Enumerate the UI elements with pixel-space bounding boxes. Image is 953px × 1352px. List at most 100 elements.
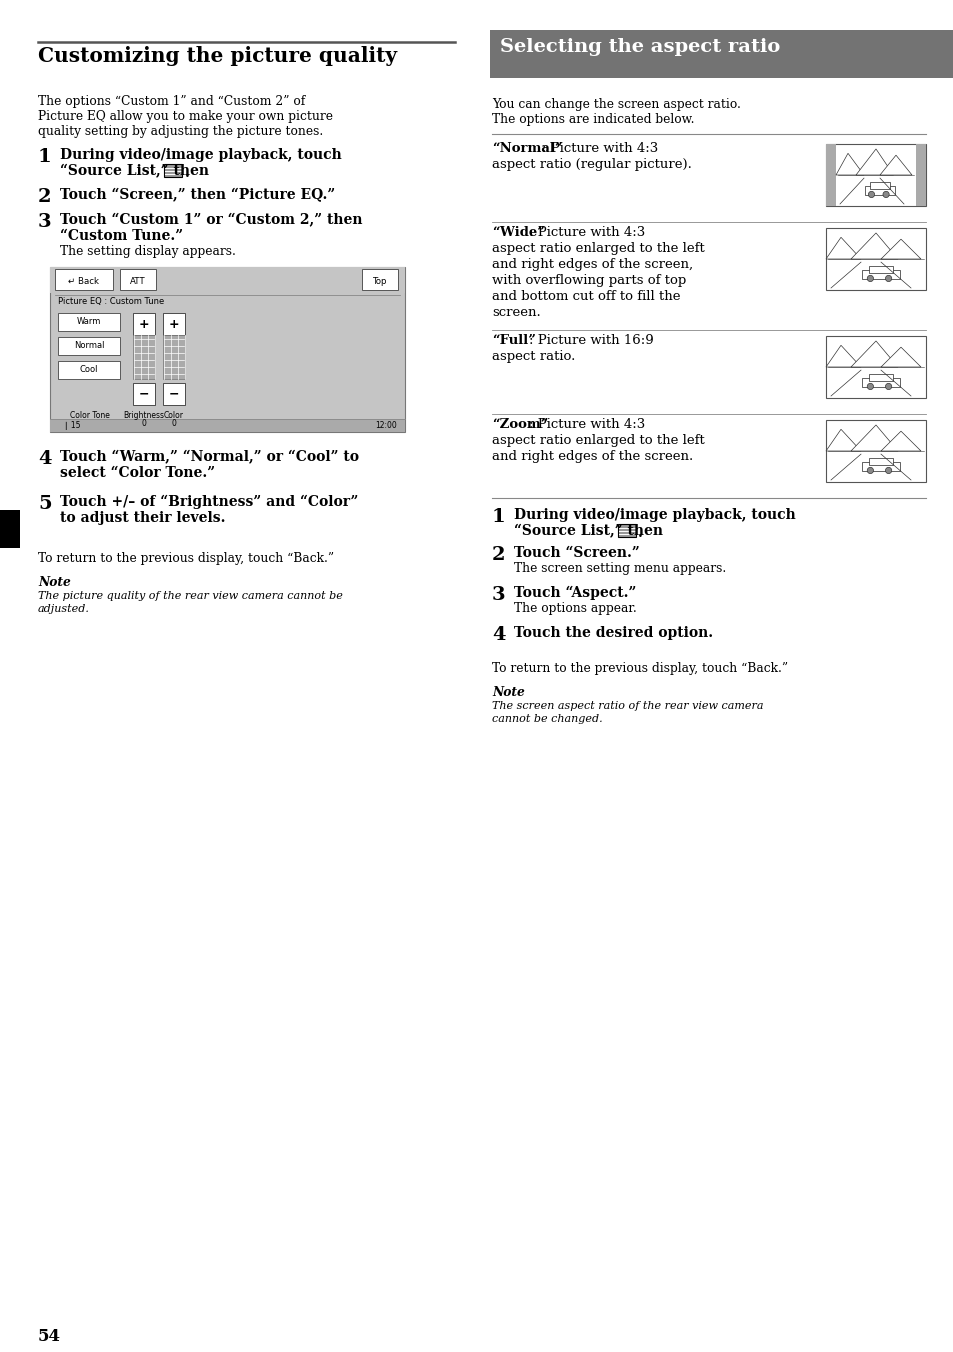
Text: Note: Note: [38, 576, 71, 589]
Text: aspect ratio.: aspect ratio.: [492, 350, 575, 362]
Text: “Zoom”: “Zoom”: [492, 418, 548, 431]
Bar: [863, 187, 894, 196]
Text: ATT: ATT: [130, 277, 146, 285]
Text: : Picture with 16:9: : Picture with 16:9: [529, 334, 653, 347]
Bar: [50, 419, 405, 433]
Text: and right edges of the screen.: and right edges of the screen.: [492, 450, 693, 462]
Text: +: +: [138, 318, 150, 330]
Text: “Source List,” then: “Source List,” then: [514, 525, 662, 538]
Circle shape: [882, 192, 888, 197]
Text: Touch “Warm,” “Normal,” or “Cool” to: Touch “Warm,” “Normal,” or “Cool” to: [60, 450, 358, 464]
Text: Touch the desired option.: Touch the desired option.: [514, 626, 713, 639]
Text: Touch “Screen,” then “Picture EQ.”: Touch “Screen,” then “Picture EQ.”: [60, 188, 335, 203]
Text: Touch “Custom 1” or “Custom 2,” then: Touch “Custom 1” or “Custom 2,” then: [60, 214, 362, 227]
Text: : Picture with 4:3: : Picture with 4:3: [541, 142, 658, 155]
Polygon shape: [879, 155, 911, 174]
Text: cannot be changed.: cannot be changed.: [492, 714, 602, 725]
Polygon shape: [850, 425, 897, 452]
Circle shape: [866, 276, 873, 281]
Bar: [868, 373, 892, 381]
Bar: [50, 266, 405, 433]
Bar: [862, 462, 899, 472]
Text: Customizing the picture quality: Customizing the picture quality: [38, 46, 396, 66]
Text: Cool: Cool: [80, 365, 98, 375]
Text: The setting display appears.: The setting display appears.: [60, 245, 235, 258]
Bar: [825, 337, 925, 397]
Text: aspect ratio enlarged to the left: aspect ratio enlarged to the left: [492, 434, 704, 448]
Polygon shape: [825, 238, 861, 260]
Bar: [825, 228, 925, 289]
Bar: [915, 145, 925, 206]
Text: Normal: Normal: [73, 342, 104, 350]
Text: To return to the previous display, touch “Back.”: To return to the previous display, touch…: [492, 662, 787, 675]
Text: : Picture with 4:3: : Picture with 4:3: [529, 226, 645, 239]
Bar: [55, 269, 112, 289]
Text: 1: 1: [492, 508, 505, 526]
Text: Touch +/– of “Brightness” and “Color”: Touch +/– of “Brightness” and “Color”: [60, 495, 358, 510]
Text: During video/image playback, touch: During video/image playback, touch: [60, 147, 341, 162]
Bar: [58, 361, 120, 379]
Text: 3: 3: [492, 585, 505, 604]
Text: and right edges of the screen,: and right edges of the screen,: [492, 258, 693, 270]
Polygon shape: [880, 431, 920, 452]
Polygon shape: [855, 149, 893, 174]
Text: 2: 2: [492, 546, 505, 564]
Text: select “Color Tone.”: select “Color Tone.”: [60, 466, 214, 480]
Bar: [120, 269, 156, 289]
Text: 0: 0: [141, 419, 146, 429]
Bar: [825, 145, 835, 206]
Text: Touch “Screen.”: Touch “Screen.”: [514, 546, 639, 560]
Text: “Full”: “Full”: [492, 334, 536, 347]
Text: Warm: Warm: [77, 318, 101, 326]
Text: aspect ratio (regular picture).: aspect ratio (regular picture).: [492, 158, 691, 170]
Bar: [163, 314, 185, 335]
Bar: [862, 379, 899, 388]
Polygon shape: [835, 153, 863, 174]
Text: 3: 3: [38, 214, 51, 231]
Text: “Normal”: “Normal”: [492, 142, 562, 155]
Bar: [132, 314, 154, 335]
Bar: [825, 145, 925, 206]
Polygon shape: [825, 430, 861, 452]
Text: 4: 4: [38, 450, 51, 468]
Text: aspect ratio enlarged to the left: aspect ratio enlarged to the left: [492, 242, 704, 256]
Bar: [132, 383, 154, 406]
Bar: [164, 164, 182, 177]
Text: −: −: [169, 388, 179, 400]
Text: −: −: [138, 388, 149, 400]
Polygon shape: [880, 239, 920, 260]
Bar: [132, 335, 154, 379]
Text: “Custom Tune.”: “Custom Tune.”: [60, 228, 183, 243]
Text: to adjust their levels.: to adjust their levels.: [60, 511, 225, 525]
Text: ▏15: ▏15: [65, 420, 80, 430]
Bar: [58, 314, 120, 331]
Text: 4: 4: [492, 626, 505, 644]
Polygon shape: [825, 345, 861, 366]
Bar: [361, 269, 397, 289]
Text: You can change the screen aspect ratio.: You can change the screen aspect ratio.: [492, 97, 740, 111]
Text: 1: 1: [38, 147, 51, 166]
Bar: [0, 510, 20, 548]
Circle shape: [866, 384, 873, 389]
Circle shape: [867, 192, 874, 197]
Text: 12:00: 12:00: [375, 420, 396, 430]
Text: Brightness: Brightness: [123, 411, 164, 420]
Polygon shape: [850, 341, 897, 366]
Text: Top: Top: [373, 277, 387, 285]
Text: .: .: [185, 166, 190, 180]
Bar: [862, 270, 899, 280]
Text: Touch “Aspect.”: Touch “Aspect.”: [514, 585, 636, 600]
Text: 2: 2: [38, 188, 51, 206]
Text: The screen aspect ratio of the rear view camera: The screen aspect ratio of the rear view…: [492, 700, 762, 711]
Text: “Wide”: “Wide”: [492, 226, 544, 239]
Text: : Picture with 4:3: : Picture with 4:3: [529, 418, 645, 431]
Text: 54: 54: [38, 1328, 61, 1345]
Text: The options are indicated below.: The options are indicated below.: [492, 114, 694, 126]
Text: ↵ Back: ↵ Back: [69, 277, 99, 285]
Text: with overflowing parts of top: with overflowing parts of top: [492, 274, 685, 287]
Bar: [618, 525, 636, 537]
Bar: [490, 30, 953, 78]
Text: Color: Color: [164, 411, 184, 420]
Polygon shape: [880, 347, 920, 366]
Bar: [58, 337, 120, 356]
